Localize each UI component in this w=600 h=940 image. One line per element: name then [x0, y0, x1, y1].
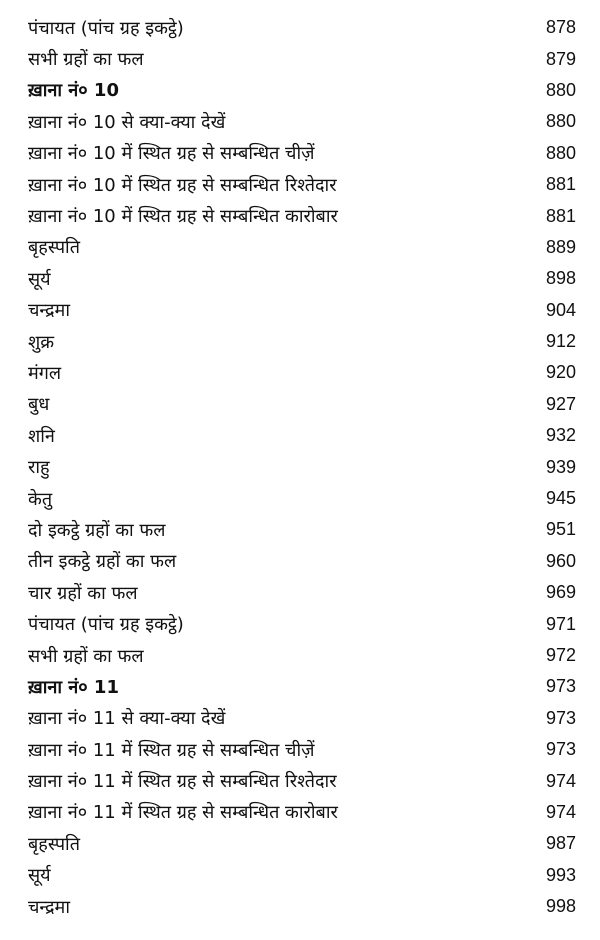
toc-entry: केतु 945 [28, 483, 576, 514]
toc-entry-page-number: 973 [545, 707, 576, 728]
toc-entry-title: ख़ाना नं० 11 [28, 676, 119, 698]
toc-entry-page-number: 972 [545, 645, 576, 665]
toc-entry-title: चन्द्रमा [28, 300, 70, 322]
toc-entry: बुध 927 [28, 389, 576, 420]
toc-section-heading: ख़ाना नं० 10 880 [28, 75, 576, 106]
toc-entry-title: राहु [28, 457, 50, 479]
toc-entry: चन्द्रमा 904 [28, 295, 576, 326]
toc-entry-page-number: 920 [545, 362, 576, 383]
toc-entry-page-number: 927 [545, 393, 576, 414]
toc-entry-title: सूर्य [28, 268, 51, 290]
toc-entry-page-number: 974 [545, 770, 576, 791]
toc-entry-page-number: 881 [545, 174, 576, 195]
toc-entry: बृहस्पति 987 [28, 828, 576, 859]
toc-entry-title: शुक्र [28, 331, 55, 353]
toc-entry: सभी ग्रहों का फल 972 [28, 640, 576, 671]
toc-entry-page-number: 973 [545, 739, 576, 760]
toc-entry-page-number: 879 [545, 48, 576, 69]
toc-entry: चन्द्रमा 998 [28, 891, 576, 922]
toc-entry-page-number: 932 [545, 425, 576, 446]
toc-entry: दो इकट्ठे ग्रहों का फल 951 [28, 514, 576, 545]
toc-entry-page-number: 889 [545, 236, 576, 257]
toc-entry-page-number: 973 [545, 676, 576, 697]
toc-entry-page-number: 880 [545, 79, 576, 100]
toc-entry-page-number: 880 [545, 142, 576, 163]
toc-entry-page-number: 951 [545, 519, 576, 540]
toc-entry: ख़ाना नं० 11 में स्थित ग्रह से सम्बन्धित… [28, 734, 576, 765]
toc-entry: राहु 939 [28, 451, 576, 482]
toc-entry-title: चार ग्रहों का फल [28, 582, 138, 604]
toc-entry: ख़ाना नं० 11 में स्थित ग्रह से सम्बन्धित… [28, 797, 576, 828]
toc-entry-title: मंगल [28, 362, 62, 384]
toc-entry-title: दो इकट्ठे ग्रहों का फल [28, 519, 166, 541]
toc-entry-title: सूर्य [28, 865, 51, 887]
toc-entry-title: ख़ाना नं० 10 में स्थित ग्रह से सम्बन्धित… [28, 174, 337, 196]
toc-entry-page-number: 880 [545, 111, 576, 132]
toc-entry-page-number: 881 [545, 205, 576, 226]
toc-entry: ख़ाना नं० 10 में स्थित ग्रह से सम्बन्धित… [28, 200, 576, 231]
toc-entry: चार ग्रहों का फल 969 [28, 577, 576, 608]
toc-entry-page-number: 960 [545, 550, 576, 571]
toc-entry-page-number: 898 [545, 268, 576, 289]
toc-entry-page-number: 974 [545, 801, 576, 822]
toc-entry-page-number: 987 [545, 833, 576, 854]
toc-section-heading: ख़ाना नं० 11 973 [28, 671, 576, 702]
toc-entry-title: सभी ग्रहों का फल [28, 645, 144, 667]
toc-entry-page-number: 878 [545, 17, 576, 38]
toc-entry: ख़ाना नं० 11 से क्या-क्या देखें 973 [28, 703, 576, 734]
toc-entry-page-number: 971 [545, 613, 576, 634]
table-of-contents: पंचायत (पांच ग्रह इकट्ठे) 878 सभी ग्रहों क… [28, 12, 576, 922]
toc-entry-page-number: 904 [545, 299, 576, 320]
toc-entry-title: ख़ाना नं० 11 में स्थित ग्रह से सम्बन्धित… [28, 802, 338, 824]
toc-entry-title: केतु [28, 488, 53, 510]
toc-entry-page-number: 993 [545, 864, 576, 885]
toc-entry: मंगल 920 [28, 357, 576, 388]
toc-entry-title: पंचायत (पांच ग्रह इकट्ठे) [28, 17, 184, 39]
toc-entry: शनि 932 [28, 420, 576, 451]
toc-entry-title: बृहस्पति [28, 237, 80, 259]
toc-entry-title: बुध [28, 394, 50, 416]
toc-entry-title: ख़ाना नं० 10 [28, 80, 119, 102]
toc-entry: पंचायत (पांच ग्रह इकट्ठे) 878 [28, 12, 576, 43]
toc-entry: पंचायत (पांच ग्रह इकट्ठे) 971 [28, 608, 576, 639]
toc-entry-title: ख़ाना नं० 10 में स्थित ग्रह से सम्बन्धित… [28, 143, 315, 165]
toc-entry: सूर्य 898 [28, 263, 576, 294]
toc-entry-title: ख़ाना नं० 11 में स्थित ग्रह से सम्बन्धित… [28, 739, 315, 761]
toc-entry-title: पंचायत (पांच ग्रह इकट्ठे) [28, 614, 184, 636]
toc-entry-page-number: 912 [545, 331, 576, 352]
toc-entry-title: शनि [28, 425, 55, 447]
toc-entry: तीन इकट्ठे ग्रहों का फल 960 [28, 546, 576, 577]
toc-entry-page-number: 939 [545, 456, 576, 477]
toc-entry: ख़ाना नं० 10 से क्या-क्या देखें 880 [28, 106, 576, 137]
toc-entry: सूर्य 993 [28, 860, 576, 891]
toc-entry: शुक्र 912 [28, 326, 576, 357]
toc-entry: सभी ग्रहों का फल 879 [28, 43, 576, 74]
toc-entry-title: ख़ाना नं० 11 से क्या-क्या देखें [28, 708, 226, 730]
toc-entry-title: ख़ाना नं० 10 से क्या-क्या देखें [28, 111, 226, 133]
toc-entry-title: चन्द्रमा [28, 896, 70, 918]
toc-entry-title: बृहस्पति [28, 833, 80, 855]
toc-entry: ख़ाना नं० 10 में स्थित ग्रह से सम्बन्धित… [28, 169, 576, 200]
toc-entry-page-number: 998 [545, 896, 576, 917]
toc-entry-page-number: 945 [545, 488, 576, 509]
toc-entry-title: ख़ाना नं० 11 में स्थित ग्रह से सम्बन्धित… [28, 771, 337, 793]
toc-entry-page-number: 969 [545, 582, 576, 603]
toc-entry-title: तीन इकट्ठे ग्रहों का फल [28, 551, 177, 573]
toc-entry-title: ख़ाना नं० 10 में स्थित ग्रह से सम्बन्धित… [28, 206, 338, 228]
toc-entry: ख़ाना नं० 11 में स्थित ग्रह से सम्बन्धित… [28, 765, 576, 796]
toc-entry: बृहस्पति 889 [28, 232, 576, 263]
toc-entry-title: सभी ग्रहों का फल [28, 49, 144, 71]
toc-entry: ख़ाना नं० 10 में स्थित ग्रह से सम्बन्धित… [28, 138, 576, 169]
